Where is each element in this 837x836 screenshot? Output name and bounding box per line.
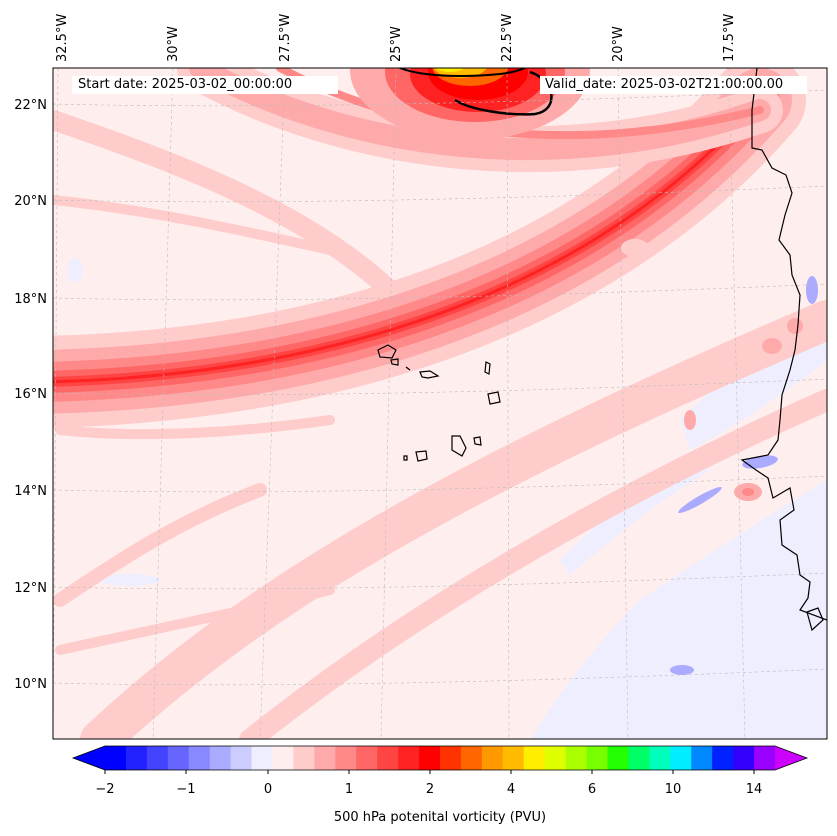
colorbar-cell — [670, 746, 692, 770]
colorbar-cell — [314, 746, 336, 770]
coastline — [740, 68, 827, 632]
pv-jet-band — [53, 68, 806, 428]
coastal-pv-spots — [621, 239, 803, 501]
lon-label: 25°W — [389, 26, 404, 62]
cb-tick-label: −1 — [176, 782, 195, 797]
colorbar-cell — [188, 746, 211, 770]
colorbar-cell — [419, 746, 441, 770]
pv-vortex — [350, 68, 590, 140]
colorbar-cell — [754, 746, 776, 770]
colorbar-cell — [481, 746, 504, 770]
colorbar-cell — [209, 746, 232, 770]
colorbar-cell — [733, 746, 755, 770]
colorbar-cell — [544, 746, 567, 770]
colorbar-cell — [398, 746, 420, 770]
colorbar-cell — [502, 746, 525, 770]
colorbar-cell — [565, 746, 588, 770]
colorbar-cells — [105, 746, 776, 770]
colorbar-cell — [440, 746, 462, 770]
start-date-label: Start date: 2025-03-02_00:00:00 — [72, 76, 338, 94]
lat-label: 16°N — [14, 387, 47, 402]
cape-verde-islands — [377, 344, 501, 462]
cb-tick-label: 10 — [665, 782, 682, 797]
cb-tick-label: 6 — [588, 782, 596, 797]
lon-label: 32.5°W — [55, 14, 70, 62]
colorbar-cell — [251, 746, 273, 770]
lat-label: 22°N — [14, 98, 47, 113]
cb-tick-label: 14 — [746, 782, 763, 797]
colorbar-cell — [125, 746, 148, 770]
cb-tick-label: 1 — [345, 782, 353, 797]
colorbar-cell — [460, 746, 483, 770]
colorbar-cell — [293, 746, 315, 770]
cb-tick-label: 0 — [264, 782, 272, 797]
cb-tick-label: 4 — [507, 782, 515, 797]
light-pv-bands — [53, 110, 827, 739]
colorbar: −2 −1 0 1 2 4 6 10 14 500 hPa potenital … — [71, 745, 809, 825]
lon-label: 17.5°W — [722, 14, 737, 62]
colorbar-tick-labels: −2 −1 0 1 2 4 6 10 14 — [95, 782, 762, 797]
colorbar-over-arrow — [775, 746, 807, 770]
colorbar-cell — [649, 746, 671, 770]
colorbar-cell — [105, 746, 127, 770]
colorbar-cell — [272, 746, 294, 770]
latitude-labels: 22°N 20°N 18°N 16°N 14°N 12°N 10°N — [14, 98, 47, 692]
colorbar-cell — [628, 746, 650, 770]
colorbar-ticks — [104, 770, 755, 774]
colorbar-cell — [146, 746, 169, 770]
map-frame — [52, 67, 828, 740]
lat-label: 10°N — [14, 677, 47, 692]
lat-label: 18°N — [14, 292, 47, 307]
colorbar-cell — [356, 746, 378, 770]
cb-tick-label: 2 — [426, 782, 434, 797]
graticule — [53, 68, 827, 739]
colorbar-cell — [712, 746, 734, 770]
colorbar-cell — [230, 746, 253, 770]
lat-label: 12°N — [14, 581, 47, 596]
lon-label: 20°W — [611, 26, 626, 62]
colorbar-cell — [586, 746, 608, 770]
colorbar-title: 500 hPa potenital vorticity (PVU) — [334, 810, 546, 825]
colorbar-cell — [607, 746, 629, 770]
lon-label: 27.5°W — [278, 14, 293, 62]
colorbar-cell — [691, 746, 713, 770]
cb-tick-label: −2 — [95, 782, 114, 797]
lon-label: 22.5°W — [500, 14, 515, 62]
colorbar-cell — [523, 746, 546, 770]
lat-label: 20°N — [14, 194, 47, 209]
valid-date-label: Valid_date: 2025-03-02T21:00:00.00 — [540, 76, 807, 94]
longitude-labels: 32.5°W 30°W 27.5°W 25°W 22.5°W 20°W 17.5… — [55, 14, 737, 62]
lon-label: 30°W — [166, 26, 181, 62]
map-panel[interactable] — [40, 0, 827, 740]
colorbar-cell — [377, 746, 399, 770]
colorbar-cell — [335, 746, 357, 770]
colorbar-under-arrow — [73, 746, 105, 770]
colorbar-cell — [167, 746, 190, 770]
lat-label: 14°N — [14, 484, 47, 499]
